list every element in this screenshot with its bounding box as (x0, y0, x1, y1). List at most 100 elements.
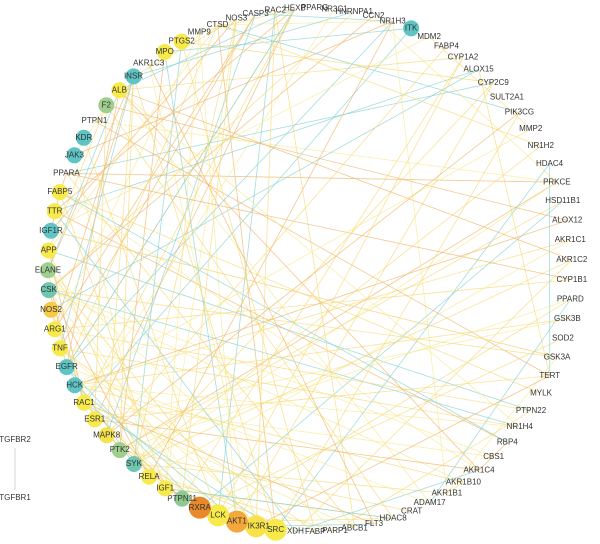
node-label: FLT3 (365, 519, 384, 528)
node-label: PPARA (53, 169, 80, 178)
node-label: CBS1 (483, 452, 504, 461)
edge (217, 24, 520, 113)
node-label: PTPN1 (82, 116, 108, 125)
node-label: HSD11B1 (545, 196, 581, 205)
edge (119, 299, 571, 451)
edge (48, 24, 218, 251)
edge (66, 366, 201, 508)
node-label: HCK (66, 380, 84, 389)
edge (48, 250, 150, 477)
edge (50, 69, 479, 311)
edge (119, 89, 572, 261)
node-label: APP (41, 246, 57, 255)
edge (74, 155, 150, 477)
node-label: SOD2 (552, 333, 574, 342)
node-label: AKR1C4 (463, 465, 495, 474)
node-label: HDAC8 (380, 514, 408, 523)
node-label: FABP4 (434, 41, 459, 50)
node-circle (75, 129, 92, 146)
edge (373, 15, 558, 183)
edge (74, 220, 568, 386)
node-circle (98, 97, 115, 114)
node-label: ARG1 (44, 324, 66, 333)
edge (48, 289, 558, 358)
edge (295, 259, 573, 532)
edge (274, 10, 356, 529)
node-label: ITK (405, 23, 418, 32)
edge (48, 15, 374, 291)
edge (74, 318, 568, 386)
node-label: PIK3R1 (242, 522, 270, 531)
edge (66, 90, 120, 368)
node-label: NOS2 (40, 305, 62, 314)
node-label: GSK3B (554, 314, 581, 323)
edge (48, 289, 464, 483)
edge (74, 384, 238, 522)
node-label: PPARG (301, 3, 328, 12)
edge (50, 18, 237, 232)
edge (217, 24, 277, 530)
node-label: IGF1R (39, 226, 63, 235)
node-circle (264, 518, 287, 541)
edge (84, 402, 494, 458)
node-label: PTGS2 (169, 37, 196, 46)
node-label: FABP (305, 527, 325, 536)
edge (217, 299, 571, 516)
edge (181, 41, 494, 84)
edge (59, 191, 480, 471)
node-label: RAC1 (73, 398, 95, 407)
edge (50, 309, 68, 368)
node-circle (157, 480, 174, 497)
node-label: PPARD (557, 295, 584, 304)
edge (94, 105, 107, 420)
edge (83, 8, 335, 403)
edge (295, 469, 480, 532)
edge (119, 90, 430, 504)
edge (392, 21, 448, 494)
node-circle (207, 504, 230, 527)
edge (217, 24, 541, 147)
node-label: LCK (210, 510, 226, 519)
edge (106, 104, 568, 221)
edge (66, 24, 218, 368)
node-circle (66, 377, 83, 394)
node-circle (173, 33, 190, 50)
edge (47, 90, 120, 271)
node-label: AKR1C1 (555, 235, 587, 244)
edge (106, 46, 447, 436)
node-circle (40, 282, 57, 299)
edge (199, 200, 564, 508)
edge (74, 128, 531, 386)
edge (54, 8, 296, 212)
edge (48, 289, 219, 516)
node-circle (86, 411, 103, 428)
edge (94, 318, 568, 420)
node-label: NR1H4 (507, 422, 534, 431)
edge (66, 173, 355, 529)
node-label: AKR1C3 (133, 59, 165, 68)
edge (50, 36, 430, 232)
node-label: RXRA (189, 503, 212, 512)
edge (83, 402, 276, 531)
edge (83, 137, 219, 516)
edge (105, 104, 394, 519)
edge (133, 11, 355, 77)
node-label: PTPN11 (167, 494, 197, 503)
node-label: NR3C1 (321, 4, 348, 13)
node-label: TTR (47, 206, 63, 215)
edge (446, 482, 464, 494)
edge (83, 28, 412, 403)
edge (66, 8, 296, 368)
edge (148, 21, 393, 477)
edge (119, 89, 521, 428)
nodes: CASP3RAC2HEXBPPARGNR3C1HNRNPA1CCN2NR1H3I… (35, 3, 588, 541)
node-label: CSK (41, 285, 58, 294)
node-label: PRKCE (543, 177, 571, 186)
node-circle (46, 321, 63, 338)
node-circle (125, 68, 142, 85)
node-label: JAK3 (65, 150, 85, 159)
node-label: NOS3 (225, 14, 247, 23)
node-circle (156, 43, 173, 60)
node-label: MPO (156, 47, 174, 56)
